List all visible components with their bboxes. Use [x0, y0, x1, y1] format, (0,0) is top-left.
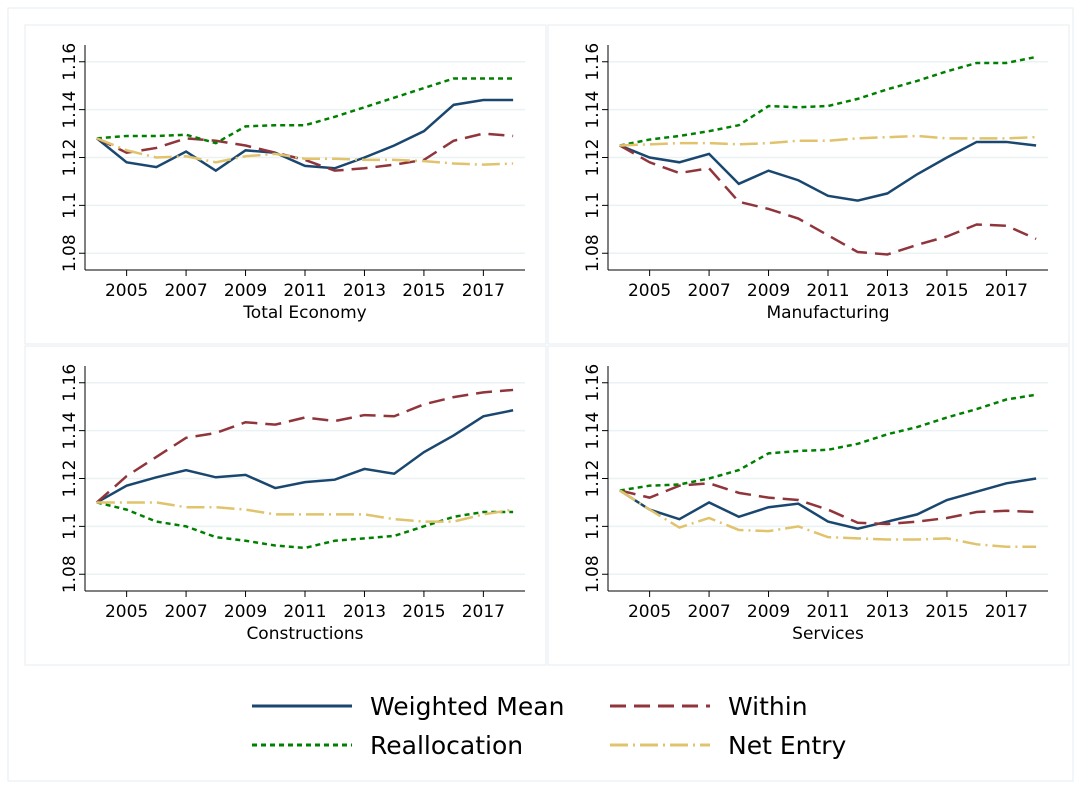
y-tick-label: 1.08	[60, 234, 80, 272]
legend-label: Net Entry	[728, 731, 847, 760]
series-line	[96, 501, 514, 523]
series-line	[96, 501, 514, 550]
x-tick-label: 2005	[628, 281, 671, 301]
x-tick-label: 2007	[687, 602, 730, 622]
panel-frame	[24, 24, 547, 345]
x-tick-label: 2017	[985, 281, 1028, 301]
y-tick-label: 1.16	[583, 43, 603, 81]
y-tick-label: 1.1	[583, 192, 603, 219]
series-line	[619, 489, 1037, 548]
panel-title: Manufacturing	[766, 303, 889, 323]
x-tick-label: 2015	[925, 281, 968, 301]
series-line	[96, 409, 514, 504]
y-tick-label: 1.1	[583, 513, 603, 540]
x-tick-label: 2013	[866, 602, 909, 622]
x-tick-label: 2013	[343, 602, 386, 622]
y-tick-label: 1.16	[583, 364, 603, 402]
x-tick-label: 2007	[164, 602, 207, 622]
y-tick-label: 1.12	[583, 139, 603, 177]
x-tick-label: 2015	[925, 602, 968, 622]
x-tick-label: 2009	[747, 281, 790, 301]
x-tick-label: 2013	[343, 281, 386, 301]
y-tick-label: 1.16	[60, 43, 80, 81]
x-tick-label: 2007	[687, 281, 730, 301]
x-tick-label: 2009	[747, 602, 790, 622]
x-tick-label: 2017	[985, 602, 1028, 622]
x-tick-label: 2011	[283, 602, 326, 622]
panel-title: Constructions	[246, 624, 363, 644]
y-tick-label: 1.12	[583, 460, 603, 498]
y-tick-label: 1.08	[583, 555, 603, 593]
y-tick-label: 1.14	[60, 91, 80, 129]
legend-label: Reallocation	[370, 731, 523, 760]
y-tick-label: 1.14	[60, 412, 80, 450]
x-tick-label: 2009	[224, 281, 267, 301]
x-tick-label: 2011	[806, 602, 849, 622]
series-line	[619, 55, 1037, 147]
y-tick-label: 1.1	[60, 513, 80, 540]
series-line	[619, 144, 1037, 256]
y-tick-label: 1.14	[583, 412, 603, 450]
panel-title: Services	[792, 624, 864, 644]
y-tick-label: 1.14	[583, 91, 603, 129]
panel-frame	[547, 24, 1070, 345]
y-tick-label: 1.12	[60, 139, 80, 177]
legend-label: Within	[728, 692, 808, 721]
x-tick-label: 2017	[462, 602, 505, 622]
x-tick-label: 2013	[866, 281, 909, 301]
legend-label: Weighted Mean	[370, 692, 564, 721]
panel-title: Total Economy	[242, 303, 366, 323]
x-tick-label: 2009	[224, 602, 267, 622]
panel-frame	[24, 345, 547, 666]
y-tick-label: 1.12	[60, 460, 80, 498]
panel-frame	[547, 345, 1070, 666]
x-tick-label: 2015	[402, 602, 445, 622]
x-tick-label: 2005	[105, 602, 148, 622]
series-line	[96, 388, 514, 504]
series-line	[96, 137, 514, 166]
series-line	[96, 132, 514, 172]
x-tick-label: 2011	[806, 281, 849, 301]
x-tick-label: 2005	[105, 281, 148, 301]
x-tick-label: 2017	[462, 281, 505, 301]
series-line	[96, 98, 514, 173]
y-tick-label: 1.08	[583, 234, 603, 272]
y-tick-label: 1.16	[60, 364, 80, 402]
series-line	[619, 140, 1037, 202]
x-tick-label: 2007	[164, 281, 207, 301]
x-tick-label: 2011	[283, 281, 326, 301]
series-line	[619, 477, 1037, 531]
x-tick-label: 2015	[402, 281, 445, 301]
y-tick-label: 1.1	[60, 192, 80, 219]
x-tick-label: 2005	[628, 602, 671, 622]
series-line	[619, 134, 1037, 147]
y-tick-label: 1.08	[60, 555, 80, 593]
series-line	[619, 482, 1037, 526]
